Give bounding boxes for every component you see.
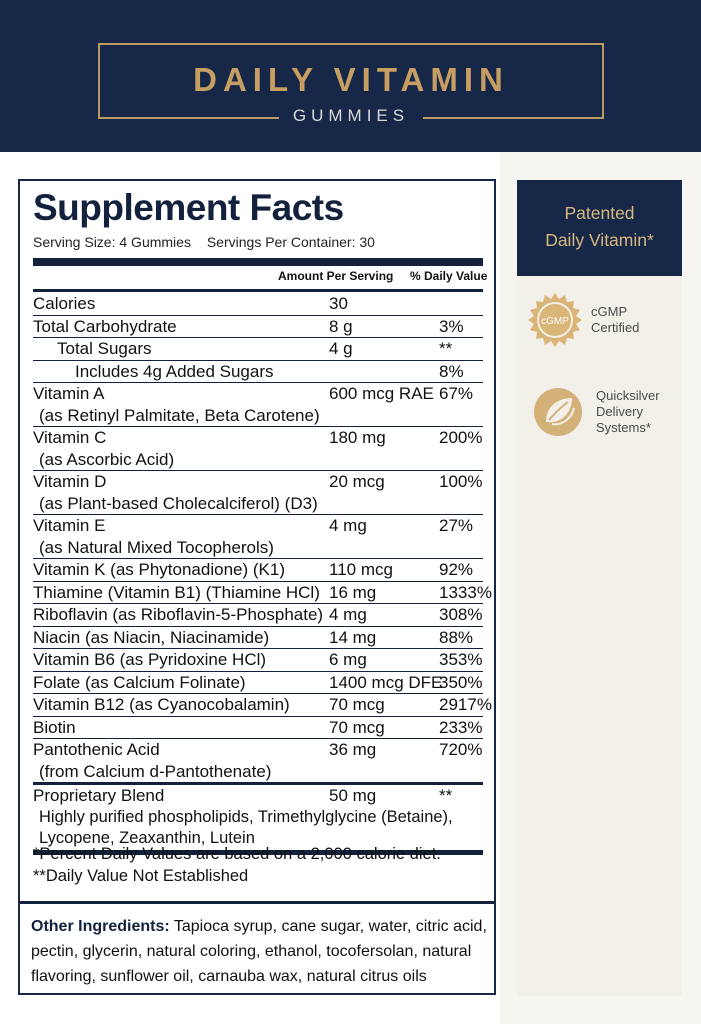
other-rule [20, 901, 494, 904]
table-row-blend: Proprietary Blend 50 mg ** Highly purifi… [33, 785, 483, 855]
blend-detail-1: Highly purified phospholipids, Trimethyl… [39, 807, 453, 826]
cgmp-seal-icon: cGMP [528, 293, 582, 347]
col-dv: % Daily Value [410, 269, 488, 283]
table-row: Vitamin E (as Natural Mixed Tocopherols)… [33, 515, 483, 559]
cgmp-line1: cGMP [591, 304, 628, 319]
table-row: Vitamin C (as Ascorbic Acid) 180 mg 200% [33, 427, 483, 471]
table-row: Vitamin K (as Phytonadione) (K1) 110 mcg… [33, 559, 483, 582]
col-amount: Amount Per Serving [278, 269, 394, 283]
table-row: Total Sugars 4 g ** [33, 338, 483, 361]
table-row: Riboflavin (as Riboflavin-5-Phosphate) 4… [33, 604, 483, 627]
servings-per-container: Servings Per Container: 30 [206, 234, 375, 250]
quicksilver-line2: Delivery [596, 404, 643, 419]
nutrient-table: Calories 30 Total Carbohydrate 8 g 3% To… [33, 293, 492, 855]
table-row: Calories 30 [33, 293, 483, 316]
table-row: Total Carbohydrate 8 g 3% [33, 316, 483, 338]
table-row: Vitamin D (as Plant-based Cholecalcifero… [33, 471, 483, 515]
table-row: Vitamin B12 (as Cyanocobalamin) 70 mcg 2… [33, 694, 492, 717]
facts-title: Supplement Facts [33, 187, 344, 228]
table-row: Vitamin B6 (as Pyridoxine HCl) 6 mg 353% [33, 649, 483, 672]
cgmp-seal-label: cGMP [541, 316, 569, 327]
product-title: DAILY VITAMIN [193, 61, 509, 98]
thick-rule [33, 258, 483, 266]
product-subtitle: GUMMIES [278, 106, 424, 126]
cgmp-line2: Certified [591, 320, 640, 335]
serving-size: Serving Size: 4 Gummies [33, 234, 191, 250]
header-frame: DAILY VITAMIN GUMMIES [98, 43, 604, 126]
serving-info: Serving Size: 4 Gummies Servings Per Con… [33, 234, 387, 250]
leaf-seal-icon [534, 388, 582, 436]
footnote-not-established: **Daily Value Not Established [33, 867, 249, 885]
other-ingredients-label: Other Ingredients: [31, 918, 170, 935]
table-row: Thiamine (Vitamin B1) (Thiamine HCl) 16 … [33, 582, 492, 604]
footnote-dv: *Percent Daily Values are based on a 2,0… [33, 845, 441, 863]
sidebar-panel [517, 276, 682, 996]
table-row: Niacin (as Niacin, Niacinamide) 14 mg 88… [33, 627, 483, 649]
supplement-facts-panel: Supplement Facts Serving Size: 4 Gummies… [18, 179, 496, 995]
table-row: Folate (as Calcium Folinate) 1400 mcg DF… [33, 672, 483, 694]
table-row: Biotin 70 mcg 233% [33, 717, 483, 739]
patented-card: Patented Daily Vitamin* [517, 180, 682, 276]
header-rule [33, 289, 483, 292]
quicksilver-badge: Quicksilver Delivery Systems* [532, 386, 660, 438]
cgmp-badge: cGMP cGMP Certified [527, 292, 639, 348]
table-row: Includes 4g Added Sugars 8% [33, 361, 483, 383]
footnotes: *Percent Daily Values are based on a 2,0… [33, 843, 441, 887]
quicksilver-line3: Systems* [596, 420, 651, 435]
quicksilver-line1: Quicksilver [596, 388, 660, 403]
patented-line1: Patented [564, 203, 635, 223]
header-banner: DAILY VITAMIN GUMMIES [0, 0, 701, 152]
other-ingredients: Other Ingredients: Tapioca syrup, cane s… [31, 918, 487, 985]
patented-line2: Daily Vitamin* [545, 230, 654, 250]
table-row: Vitamin A (as Retinyl Palmitate, Beta Ca… [33, 383, 483, 427]
blend-detail-2: Lycopene, Zeaxanthin, Lutein [39, 829, 255, 847]
table-row: Pantothenic Acid (from Calcium d-Pantoth… [33, 739, 483, 785]
